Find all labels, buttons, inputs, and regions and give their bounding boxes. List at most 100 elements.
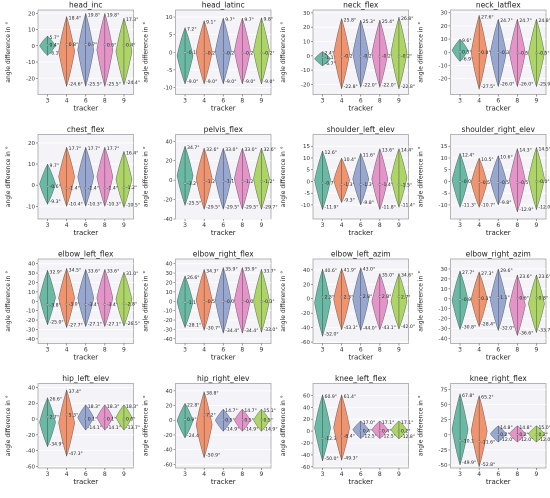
max-label: 35.0° bbox=[382, 272, 395, 278]
x-tick-label: 6 bbox=[84, 347, 88, 354]
max-label: 10.4° bbox=[344, 157, 357, 163]
max-label: 65.2° bbox=[481, 395, 494, 401]
min-label: -25.5° bbox=[107, 81, 121, 87]
x-axis-label: tracker bbox=[211, 105, 236, 113]
y-tick-label: 0 bbox=[32, 44, 36, 50]
mean-label: -1.1° bbox=[187, 300, 198, 306]
max-label: 12.6° bbox=[325, 150, 338, 156]
y-tick-label: 30 bbox=[166, 271, 173, 277]
mean-label: -0.5° bbox=[500, 180, 511, 186]
min-label: -42.0° bbox=[401, 324, 415, 330]
min-label: -6.1° bbox=[50, 51, 61, 57]
y-tick-label: -5 bbox=[167, 68, 173, 74]
min-label: -9.3° bbox=[50, 199, 61, 205]
min-label: -12.0° bbox=[538, 437, 550, 443]
mean-label: -1.2° bbox=[206, 179, 217, 185]
min-label: -26.0° bbox=[519, 82, 533, 88]
max-label: 14.8° bbox=[519, 425, 532, 431]
x-tick-label: 8 bbox=[515, 98, 519, 105]
max-label: 23.6° bbox=[519, 274, 532, 280]
y-tick-label: 30 bbox=[441, 267, 448, 273]
max-label: 15.1° bbox=[263, 408, 276, 414]
y-axis-label: angle difference in ° bbox=[418, 22, 425, 83]
y-tick-label: 40 bbox=[303, 268, 310, 274]
x-tick-label: 4 bbox=[477, 98, 481, 105]
mean-label: -2.8° bbox=[126, 301, 137, 307]
y-axis-label: angle difference in ° bbox=[5, 146, 12, 207]
min-label: -43.3° bbox=[344, 325, 358, 331]
max-label: 35.9° bbox=[225, 266, 238, 272]
x-tick-label: 8 bbox=[103, 98, 107, 105]
min-label: -27.7° bbox=[69, 323, 83, 329]
y-tick-label: 25 bbox=[441, 418, 448, 424]
y-tick-label: -40 bbox=[439, 337, 448, 343]
max-label: 34.7° bbox=[187, 145, 200, 151]
subplot-knee-right-flex: knee_right_flex -50 -25 0 25 50 75 angle differ… bbox=[418, 374, 550, 486]
min-label: -29.5° bbox=[225, 204, 239, 210]
max-label: 9.8° bbox=[263, 17, 273, 23]
max-label: 25.3° bbox=[363, 19, 376, 25]
y-tick-label: 20 bbox=[166, 280, 173, 286]
y-tick-label: 30 bbox=[28, 271, 35, 277]
max-label: 9.1° bbox=[206, 20, 216, 26]
mean-label: 0.4° bbox=[126, 43, 136, 49]
max-label: 41.9° bbox=[344, 267, 357, 273]
y-tick-label: -40 bbox=[164, 217, 173, 223]
x-tick-label: 3 bbox=[183, 347, 187, 354]
min-label: -24.4° bbox=[126, 80, 140, 86]
x-tick-label: 3 bbox=[183, 471, 187, 478]
y-tick-label: -25 bbox=[439, 448, 448, 454]
x-tick-label: 3 bbox=[458, 98, 462, 105]
mean-label: -1.2° bbox=[263, 179, 274, 185]
x-tick-label: 6 bbox=[359, 347, 363, 354]
x-tick-label: 8 bbox=[103, 347, 107, 354]
x-tick-label: 3 bbox=[458, 222, 462, 229]
mean-label: 0.9° bbox=[187, 417, 197, 423]
min-label: -27.1° bbox=[107, 322, 121, 328]
min-label: -33.0° bbox=[263, 327, 277, 333]
max-label: 26.6° bbox=[50, 397, 63, 403]
x-tick-label: 6 bbox=[496, 222, 500, 229]
min-label: -36.6° bbox=[519, 331, 533, 337]
x-tick-label: 4 bbox=[477, 347, 481, 354]
max-label: 17.7° bbox=[88, 146, 101, 152]
max-label: 33.7° bbox=[263, 268, 276, 274]
y-tick-label: 5 bbox=[307, 168, 311, 174]
mean-label: -0.0° bbox=[244, 299, 255, 305]
x-axis-label: tracker bbox=[73, 105, 98, 113]
min-label: -6.7° bbox=[325, 61, 336, 67]
max-label: 24.7° bbox=[519, 18, 532, 24]
min-label: -13.7° bbox=[126, 425, 140, 431]
min-label: -50.9° bbox=[206, 453, 220, 459]
mean-label: 5.3° bbox=[69, 412, 79, 418]
max-label: 17.3° bbox=[126, 17, 139, 23]
x-axis-label: tracker bbox=[486, 105, 511, 113]
subplot-title: shoulder_left_elev bbox=[327, 125, 396, 134]
min-label: -27.1° bbox=[88, 322, 102, 328]
x-tick-label: 4 bbox=[340, 347, 344, 354]
x-tick-label: 6 bbox=[496, 347, 500, 354]
mean-label: -11.6° bbox=[481, 439, 495, 445]
x-tick-label: 4 bbox=[65, 222, 69, 229]
x-axis-label: tracker bbox=[73, 478, 98, 486]
mean-label: -0.5° bbox=[206, 299, 217, 305]
mean-label: -0.2° bbox=[244, 50, 255, 56]
y-tick-label: -20 bbox=[164, 198, 173, 204]
min-label: -25.0° bbox=[50, 320, 64, 326]
mean-label: 0.4° bbox=[382, 428, 392, 434]
min-label: -24.4° bbox=[187, 433, 201, 439]
y-axis-label: angle difference in ° bbox=[5, 395, 12, 456]
mean-label: 2.7° bbox=[50, 414, 60, 420]
y-tick-label: -20 bbox=[26, 318, 35, 324]
x-tick-label: 9 bbox=[535, 471, 539, 478]
y-axis-label: angle difference in ° bbox=[280, 395, 287, 456]
min-label: -11.8° bbox=[382, 205, 396, 211]
y-tick-label: 10 bbox=[303, 156, 310, 162]
mean-label: 0.8° bbox=[538, 295, 548, 301]
y-tick-label: -40 bbox=[301, 453, 310, 459]
y-tick-label: 0 bbox=[32, 417, 36, 423]
y-tick-label: 75 bbox=[441, 388, 448, 394]
y-tick-label: 10 bbox=[166, 290, 173, 296]
max-label: 17.1° bbox=[382, 420, 395, 426]
x-tick-label: 8 bbox=[103, 222, 107, 229]
